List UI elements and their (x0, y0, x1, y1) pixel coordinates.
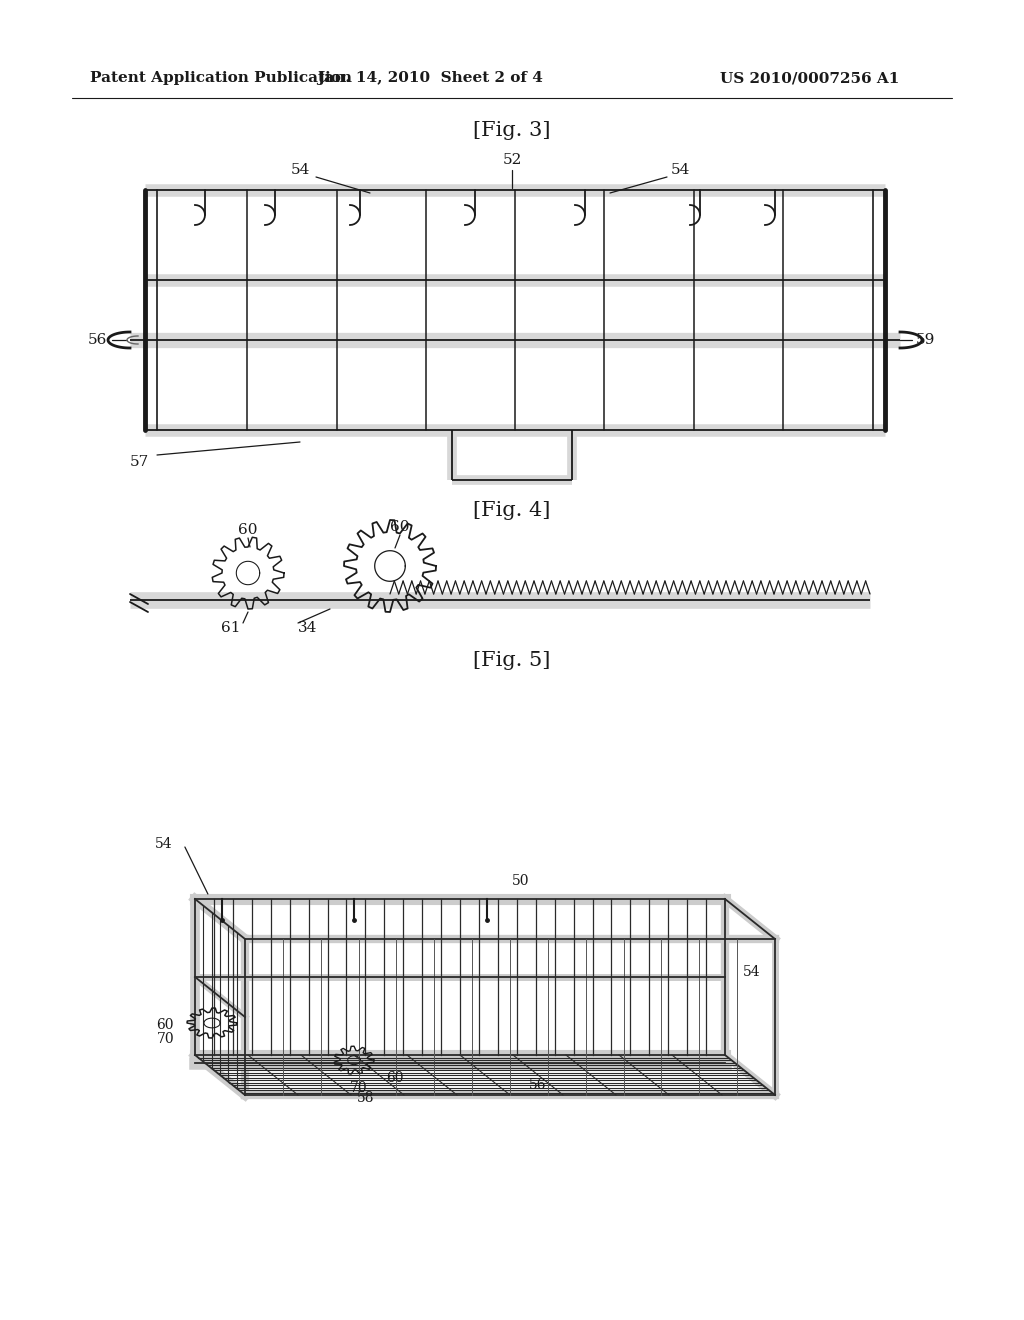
Text: 58: 58 (356, 1090, 374, 1105)
Text: Jan. 14, 2010  Sheet 2 of 4: Jan. 14, 2010 Sheet 2 of 4 (317, 71, 543, 84)
Text: [Fig. 5]: [Fig. 5] (473, 651, 551, 669)
Text: [Fig. 3]: [Fig. 3] (473, 120, 551, 140)
Text: 57: 57 (130, 455, 150, 469)
Text: 70: 70 (157, 1032, 174, 1045)
Text: 52: 52 (503, 153, 521, 168)
Text: 50: 50 (512, 874, 529, 888)
Text: 59: 59 (916, 333, 935, 347)
Text: 54: 54 (671, 162, 690, 177)
Text: 54: 54 (743, 965, 761, 979)
Text: 61: 61 (220, 620, 240, 635)
Text: Patent Application Publication: Patent Application Publication (90, 71, 352, 84)
Text: 54: 54 (291, 162, 309, 177)
Text: 56: 56 (528, 1078, 546, 1092)
Text: [Fig. 4]: [Fig. 4] (473, 500, 551, 520)
Text: 34: 34 (298, 620, 317, 635)
Text: 70: 70 (350, 1081, 368, 1096)
Text: 60: 60 (386, 1072, 403, 1085)
Text: 60: 60 (157, 1018, 174, 1032)
Text: 56: 56 (88, 333, 106, 347)
Text: 60: 60 (239, 523, 258, 537)
Text: US 2010/0007256 A1: US 2010/0007256 A1 (720, 71, 899, 84)
Text: 60: 60 (390, 520, 410, 535)
Text: 54: 54 (156, 837, 173, 851)
